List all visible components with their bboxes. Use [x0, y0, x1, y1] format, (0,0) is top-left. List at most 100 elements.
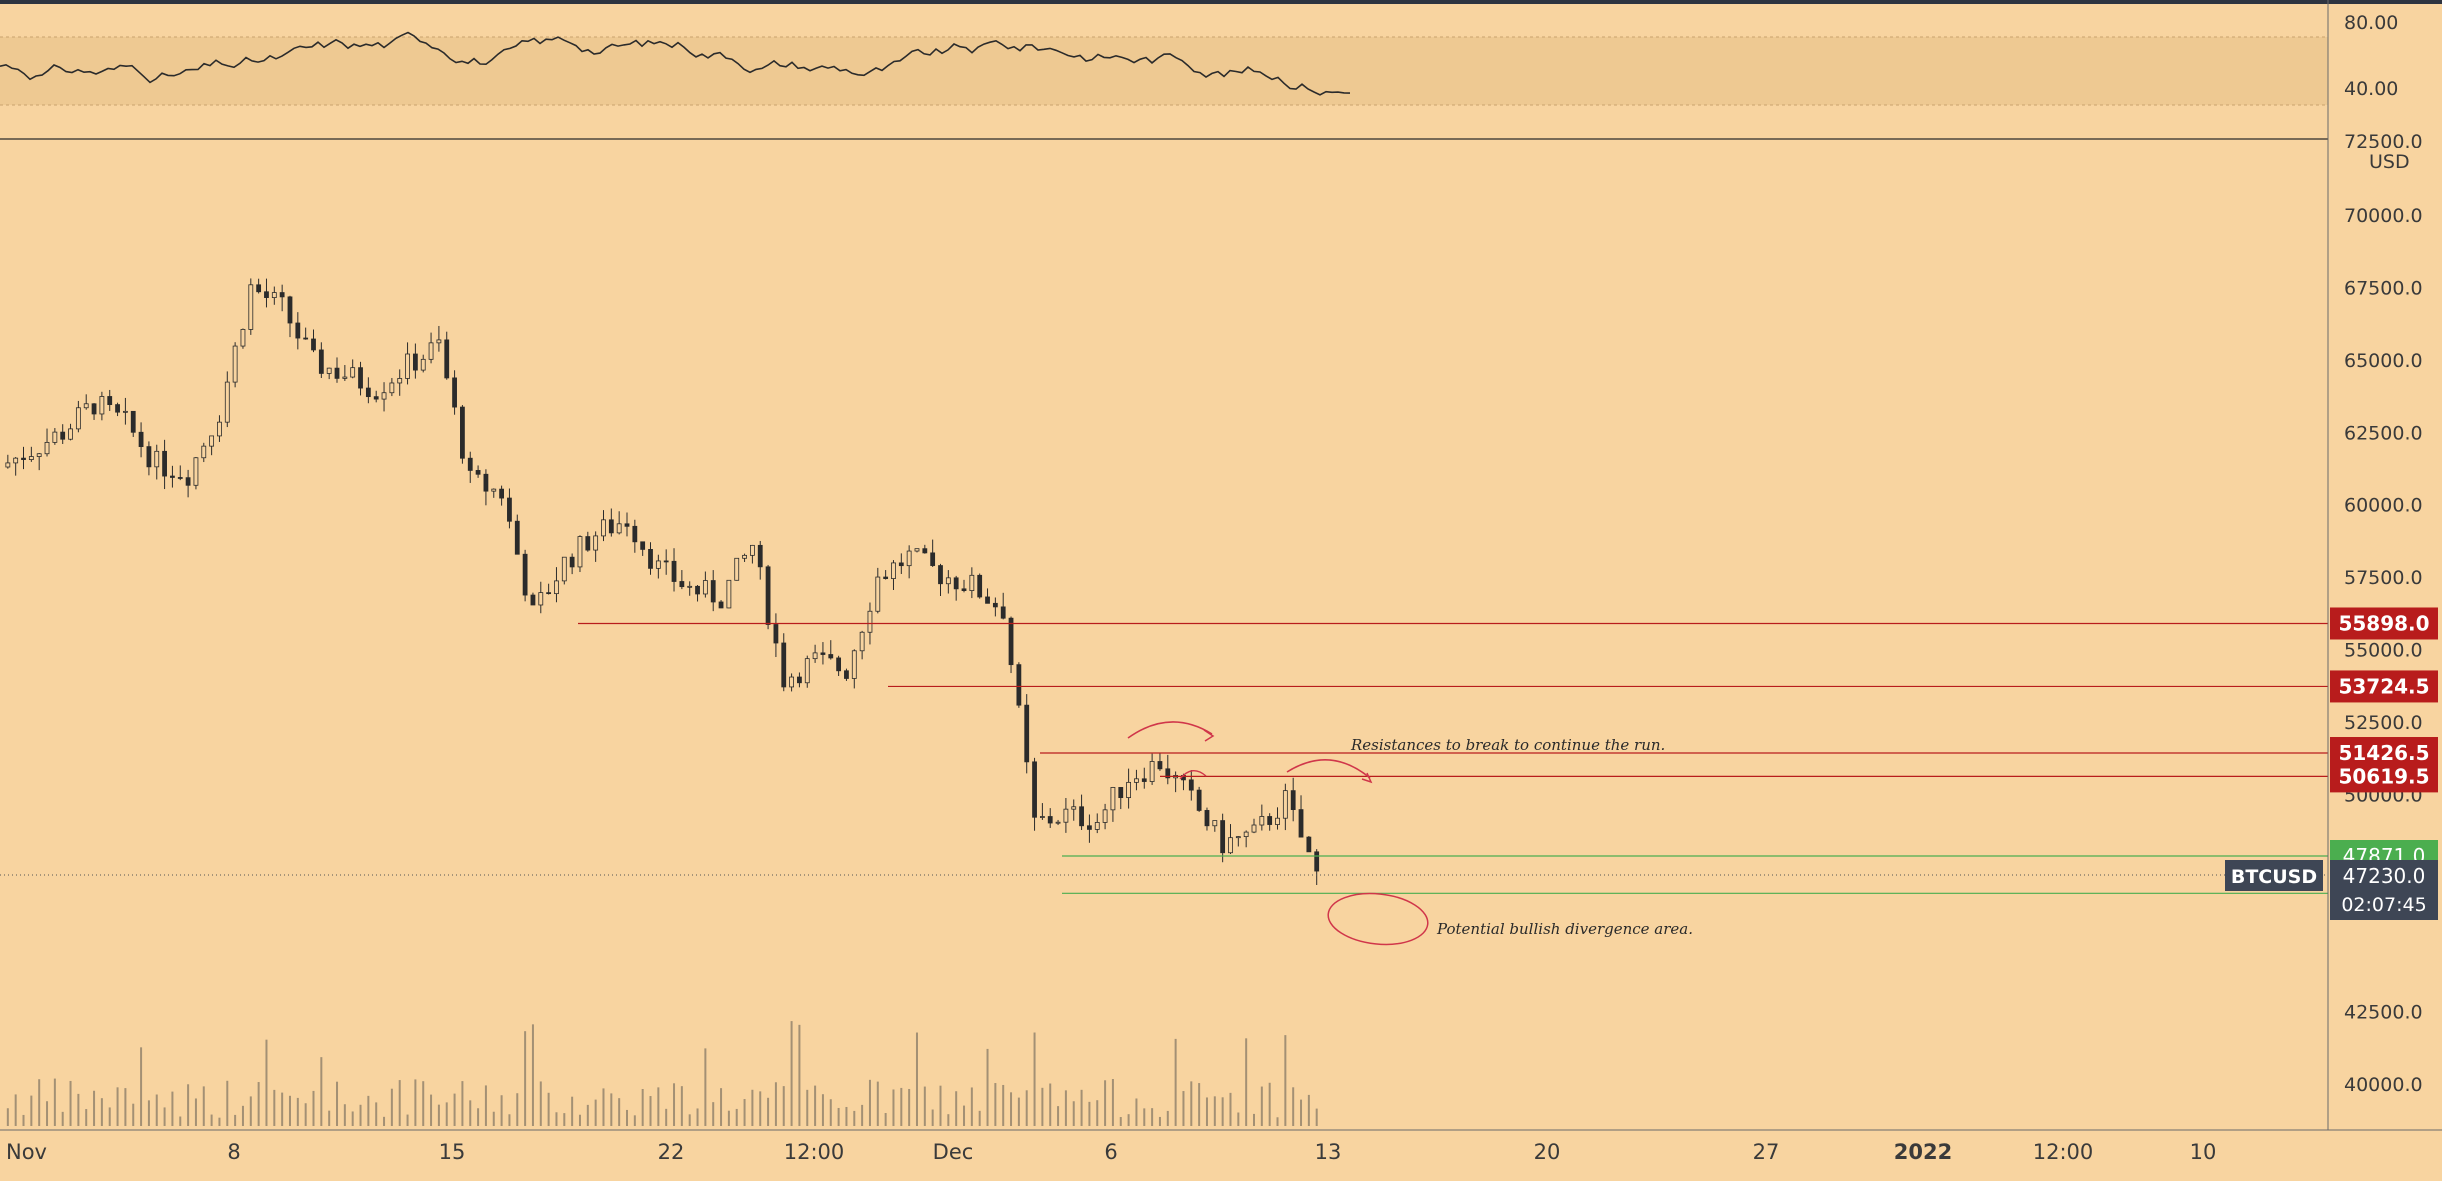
- candle-body: [1000, 606, 1006, 619]
- level-label[interactable]: 55898.0: [2338, 611, 2429, 635]
- volume-bar: [688, 1114, 691, 1126]
- candle-body: [875, 576, 881, 612]
- candle-body: [52, 431, 58, 443]
- time-label: 2022: [1894, 1140, 1952, 1164]
- price-tick: 57500.0: [2344, 567, 2423, 589]
- candle-body: [867, 610, 873, 633]
- volume-bar: [547, 1092, 550, 1126]
- volume-bar: [437, 1104, 440, 1126]
- time-labels: Nov 8 15 22 12:00 Dec 6 13 20 27 2022 12:00 10: [6, 1140, 2216, 1164]
- volume-bar: [1072, 1101, 1075, 1126]
- candle-body: [193, 457, 199, 486]
- candle-body: [781, 642, 787, 688]
- time-label: Nov: [6, 1140, 47, 1164]
- candle-body: [750, 544, 755, 556]
- candle-body: [1110, 787, 1116, 811]
- candle-body: [1298, 809, 1304, 838]
- level-label[interactable]: 53724.5: [2338, 674, 2429, 698]
- volume-bar: [947, 1114, 950, 1126]
- candle-body: [475, 470, 481, 475]
- candle-body: [906, 550, 912, 567]
- volume-bar: [853, 1110, 856, 1126]
- candle-body: [734, 557, 740, 581]
- volume-bar: [727, 1110, 730, 1126]
- candle-body: [209, 435, 215, 447]
- volume-bars: [6, 1021, 1318, 1126]
- candle-body: [381, 392, 387, 400]
- resistance-arc-1-head: [1203, 729, 1215, 742]
- volume-bar: [594, 1099, 597, 1126]
- volume-bar: [288, 1095, 291, 1126]
- candle-body: [1039, 816, 1045, 818]
- candles: [5, 278, 1320, 886]
- volume-bar: [1174, 1038, 1177, 1126]
- resistance-arc-2[interactable]: [1179, 770, 1207, 780]
- candle-body: [1008, 617, 1014, 666]
- volume-bar: [829, 1099, 832, 1126]
- drawn-annotations[interactable]: Resistances to break to continue the run…: [1127, 721, 1693, 949]
- candle-body: [1102, 809, 1108, 823]
- candle-body: [695, 585, 700, 595]
- candle-body: [655, 560, 661, 569]
- volume-bar: [367, 1095, 370, 1126]
- volume-bar: [900, 1087, 903, 1126]
- volume-bar: [1049, 1083, 1052, 1126]
- resistance-arc-3[interactable]: [1286, 759, 1371, 779]
- volume-bar: [845, 1106, 848, 1126]
- time-label: 27: [1753, 1140, 1780, 1164]
- candle-body: [554, 580, 559, 595]
- current-price-tag[interactable]: BTCUSD 47230.0 02:07:45: [2225, 860, 2438, 920]
- candle-body: [428, 342, 434, 360]
- level-label[interactable]: 50619.5: [2338, 764, 2429, 788]
- volume-bar: [633, 1115, 636, 1126]
- volume-bar: [1292, 1087, 1295, 1126]
- volume-bar: [1182, 1091, 1185, 1126]
- volume-bar: [578, 1114, 581, 1126]
- rsi-panel[interactable]: [0, 31, 2328, 140]
- candle-body: [726, 579, 732, 609]
- volume-bar: [6, 1108, 9, 1126]
- volume-bar: [453, 1093, 456, 1126]
- volume-bar: [1017, 1097, 1020, 1126]
- candle-body: [1071, 806, 1077, 810]
- volume-bar: [469, 1100, 472, 1126]
- volume-bar: [1284, 1035, 1287, 1126]
- candle-body: [170, 475, 175, 478]
- level-lines[interactable]: [578, 622, 2328, 894]
- candle-body: [883, 576, 889, 579]
- price-axis-unit: USD: [2369, 151, 2410, 173]
- candle-body: [1055, 821, 1061, 824]
- resistance-arc-1[interactable]: [1127, 721, 1213, 739]
- candle-body: [358, 367, 363, 389]
- candle-body: [107, 396, 113, 405]
- divergence-ellipse[interactable]: [1326, 889, 1431, 949]
- candle-body: [99, 396, 105, 415]
- volume-bar: [1127, 1114, 1130, 1126]
- volume-bar: [931, 1109, 934, 1126]
- volume-bar: [234, 1114, 237, 1126]
- volume-bar: [610, 1093, 613, 1126]
- volume-bar: [241, 1105, 244, 1126]
- candle-body: [930, 552, 936, 566]
- top-toolbar-strip: [0, 0, 2442, 4]
- volume-bar: [986, 1048, 989, 1126]
- current-price-bg: [2330, 860, 2438, 920]
- support-note[interactable]: Potential bullish divergence area.: [1436, 920, 1693, 938]
- candle-body: [1267, 816, 1273, 825]
- candle-body: [648, 549, 653, 569]
- candle-body: [844, 670, 849, 679]
- volume-bar: [531, 1024, 534, 1126]
- volume-bar: [1119, 1117, 1122, 1126]
- volume-bar: [970, 1087, 973, 1126]
- volume-bar: [876, 1081, 879, 1126]
- price-axis[interactable]: 80.00 40.00 72500.0 USD 70000.0 67500.0 65…: [2225, 0, 2438, 1130]
- candle-body: [1204, 810, 1210, 827]
- volume-bar: [1300, 1099, 1303, 1126]
- resistance-note[interactable]: Resistances to break to continue the run…: [1350, 736, 1665, 754]
- volume-bar: [704, 1048, 707, 1126]
- time-axis[interactable]: Nov 8 15 22 12:00 Dec 6 13 20 27 2022 12:00 10: [0, 1129, 2442, 1164]
- volume-bar: [508, 1114, 511, 1126]
- volume-bar: [38, 1079, 41, 1126]
